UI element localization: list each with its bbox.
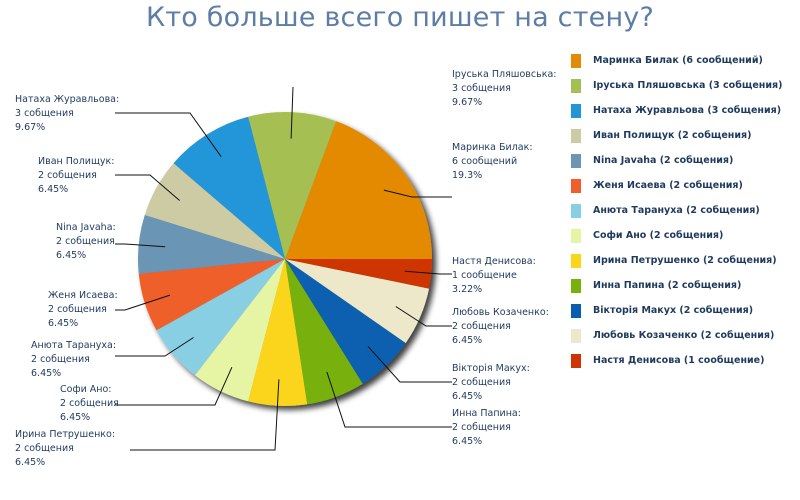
- pie-slices: [137, 111, 432, 406]
- leader-line: [326, 371, 452, 428]
- slice-label-lyubov: Любовь Козаченко: 2 собщения 6.45%: [452, 307, 549, 346]
- pie-slice[interactable]: [285, 259, 406, 384]
- slice-label-sofi: Софи Ано: 2 собщения 6.45%: [60, 384, 119, 423]
- legend-swatch-icon: [571, 304, 581, 318]
- slice-label-iruska: Іруська Пляшовська: 3 собщения 9.67%: [452, 69, 557, 108]
- leader-line: [130, 379, 280, 451]
- leader-line: [115, 174, 180, 201]
- slice-label-natakha: Натаха Журавльова: 3 собщения 9.67%: [15, 94, 120, 133]
- legend-swatch-icon: [571, 329, 581, 343]
- leader-line: [404, 270, 452, 275]
- leader-line: [115, 294, 171, 311]
- slice-label-zhenya: Женя Исаева: 2 собщения 6.45%: [48, 290, 118, 329]
- legend-swatch-icon: [571, 279, 581, 293]
- legend-swatch-icon: [571, 354, 581, 368]
- slice-label-anyuta: Анюта Тарануха: 2 собщения 6.45%: [31, 340, 117, 379]
- legend-swatch-icon: [571, 129, 581, 143]
- leader-line: [115, 243, 166, 248]
- slice-label-marinka: Маринка Билак: 6 сообщений 19.3%: [452, 142, 533, 181]
- pie-slice[interactable]: [138, 259, 285, 331]
- pie-slice[interactable]: [248, 111, 337, 259]
- leader-line: [290, 86, 294, 139]
- slice-label-inna: Инна Папина: 2 собщения 6.45%: [452, 408, 521, 447]
- slice-label-viktoriya: Вікторія Макух: 2 собщения 6.45%: [452, 363, 530, 402]
- pie-slice[interactable]: [285, 259, 429, 343]
- leader-line: [115, 337, 194, 357]
- slice-label-ivan: Иван Полищук: 2 собщения 6.45%: [38, 156, 115, 195]
- slice-label-nastya: Настя Денисова: 1 сообщение 3.22%: [452, 256, 536, 295]
- slice-label-irina: Ирина Петрушенко: 2 собщения 6.45%: [15, 429, 116, 468]
- pie-slice[interactable]: [195, 259, 285, 402]
- pie-slice[interactable]: [137, 214, 285, 274]
- pie-slice[interactable]: [173, 116, 285, 259]
- leader-line: [383, 189, 452, 198]
- pie-slice[interactable]: [248, 259, 308, 406]
- pie-slice[interactable]: [156, 259, 285, 376]
- leader-line: [367, 346, 452, 383]
- pie-slice[interactable]: [285, 259, 432, 289]
- leader-line: [395, 306, 452, 327]
- legend-swatch-icon: [571, 104, 581, 118]
- chart-title: Кто больше всего пишет на стену?: [145, 2, 655, 33]
- legend-swatch-icon: [571, 229, 581, 243]
- leader-lines: [115, 86, 452, 451]
- pie-slice[interactable]: [144, 163, 285, 259]
- legend-swatch-icon: [571, 179, 581, 193]
- legend-swatch-icon: [571, 154, 581, 168]
- pie-slice[interactable]: [285, 121, 432, 260]
- legend-swatch-icon: [571, 79, 581, 93]
- pie-slice[interactable]: [285, 259, 363, 405]
- legend-swatch-icon: [571, 204, 581, 218]
- slice-label-nina: Nina Javaha: 2 собщения 6.45%: [56, 222, 116, 261]
- legend-swatch-icon: [571, 254, 581, 268]
- leader-line: [115, 112, 222, 157]
- leader-line: [115, 366, 233, 406]
- legend-swatch-icon: [571, 54, 581, 68]
